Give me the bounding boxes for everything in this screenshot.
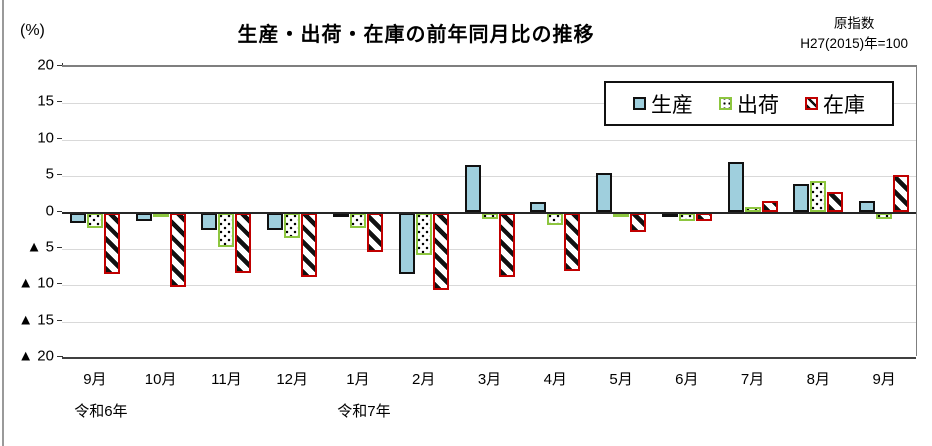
y-axis-unit-label: (%): [20, 22, 45, 39]
bar-seisan-6月: [661, 212, 678, 217]
y-tick-label: 10: [37, 129, 54, 147]
era-label: 令和6年: [74, 403, 128, 420]
bar-shukka-4月: [547, 212, 564, 225]
x-tick-label: 5月: [609, 371, 633, 388]
chart-title: 生産・出荷・在庫の前年同月比の推移: [237, 24, 595, 46]
gridline: [62, 139, 916, 141]
y-axis-tick: [57, 174, 62, 176]
seisan-swatch-icon: [633, 97, 646, 110]
bar-seisan-12月: [267, 212, 284, 230]
gridline: [62, 103, 916, 105]
bar-seisan-10月: [135, 212, 152, 221]
legend-item-shukka: 出荷: [719, 89, 779, 119]
bar-shukka-9月: [86, 212, 103, 228]
bar-zaiko-5月: [630, 212, 647, 233]
bar-zaiko-3月: [498, 212, 515, 277]
bar-seisan-2月: [398, 212, 415, 274]
y-tick-label: ▲ 20: [18, 347, 54, 365]
zero-line: [62, 211, 916, 214]
index-note-line1: 原指数: [833, 16, 875, 31]
bar-shukka-8月: [810, 181, 827, 213]
bar-seisan-4月: [530, 202, 547, 213]
bar-zaiko-2月: [432, 212, 449, 290]
bar-zaiko-10月: [169, 212, 186, 287]
bar-seisan-5月: [596, 173, 613, 213]
gridline: [62, 248, 916, 250]
bar-seisan-3月: [464, 165, 481, 213]
bar-zaiko-11月: [235, 212, 252, 273]
bar-shukka-5月: [613, 212, 630, 217]
era-label: 令和7年: [337, 403, 391, 420]
y-axis-tick: [57, 283, 62, 285]
legend: 生産 出荷 在庫: [604, 81, 894, 126]
bar-shukka-11月: [218, 212, 235, 247]
y-tick-label: 0: [45, 202, 54, 219]
x-tick-label: 6月: [675, 371, 699, 388]
index-note: 原指数 H27(2015)年=100: [800, 14, 908, 53]
legend-label: 在庫: [823, 93, 865, 117]
y-axis-tick: [57, 356, 62, 357]
x-tick-label: 8月: [806, 371, 831, 388]
y-tick-label: 5: [45, 165, 54, 183]
y-axis-tick: [57, 65, 62, 66]
legend-label: 生産: [651, 93, 693, 117]
y-tick-label: ▲ 10: [18, 274, 54, 292]
bar-zaiko-6月: [695, 212, 712, 221]
y-axis-tick: [57, 319, 62, 321]
bar-zaiko-1月: [366, 212, 383, 252]
bar-shukka-10月: [152, 212, 169, 217]
x-tick-label: 3月: [477, 371, 502, 388]
bar-shukka-6月: [678, 212, 695, 221]
window-left-border: [2, 0, 4, 446]
bar-shukka-2月: [415, 212, 432, 256]
x-tick-label: 7月: [740, 371, 765, 388]
x-tick-label: 12月: [276, 371, 309, 388]
bar-zaiko-9月: [103, 212, 120, 275]
x-tick-label: 4月: [543, 371, 567, 388]
x-tick-label: 1月: [346, 371, 370, 388]
zaiko-swatch-icon: [805, 97, 818, 110]
bar-shukka-12月: [284, 212, 301, 238]
gridline: [62, 321, 916, 323]
legend-item-zaiko: 在庫: [805, 89, 865, 119]
bar-seisan-8月: [793, 184, 810, 213]
x-tick-label: 9月: [872, 371, 896, 388]
y-axis-tick: [57, 210, 62, 212]
x-tick-label: 2月: [412, 371, 436, 388]
y-tick-label: 15: [37, 92, 54, 110]
legend-label: 出荷: [737, 93, 779, 117]
x-tick-label: 11月: [211, 371, 242, 388]
y-tick-label: 20: [37, 56, 54, 74]
y-tick-label: ▲ 5: [26, 238, 54, 256]
legend-item-seisan: 生産: [633, 89, 693, 119]
bar-zaiko-9月: [893, 175, 910, 213]
y-axis-tick: [57, 246, 62, 248]
bar-seisan-11月: [201, 212, 218, 230]
gridline: [62, 285, 916, 287]
gridline: [62, 176, 916, 178]
index-note-line2: H27(2015)年=100: [800, 35, 908, 51]
bar-zaiko-12月: [301, 212, 318, 277]
bar-seisan-9月: [69, 212, 86, 224]
bar-zaiko-4月: [564, 212, 581, 271]
x-tick-label: 9月: [83, 371, 107, 388]
y-axis-tick: [57, 137, 62, 139]
bar-shukka-1月: [349, 212, 366, 228]
y-tick-label: ▲ 15: [18, 311, 54, 329]
y-axis-tick: [57, 101, 62, 103]
bar-seisan-1月: [332, 212, 349, 217]
bar-zaiko-8月: [827, 192, 844, 213]
shukka-swatch-icon: [719, 97, 732, 110]
bar-seisan-7月: [727, 162, 744, 213]
gridline: [62, 357, 916, 359]
x-tick-label: 10月: [144, 371, 177, 388]
